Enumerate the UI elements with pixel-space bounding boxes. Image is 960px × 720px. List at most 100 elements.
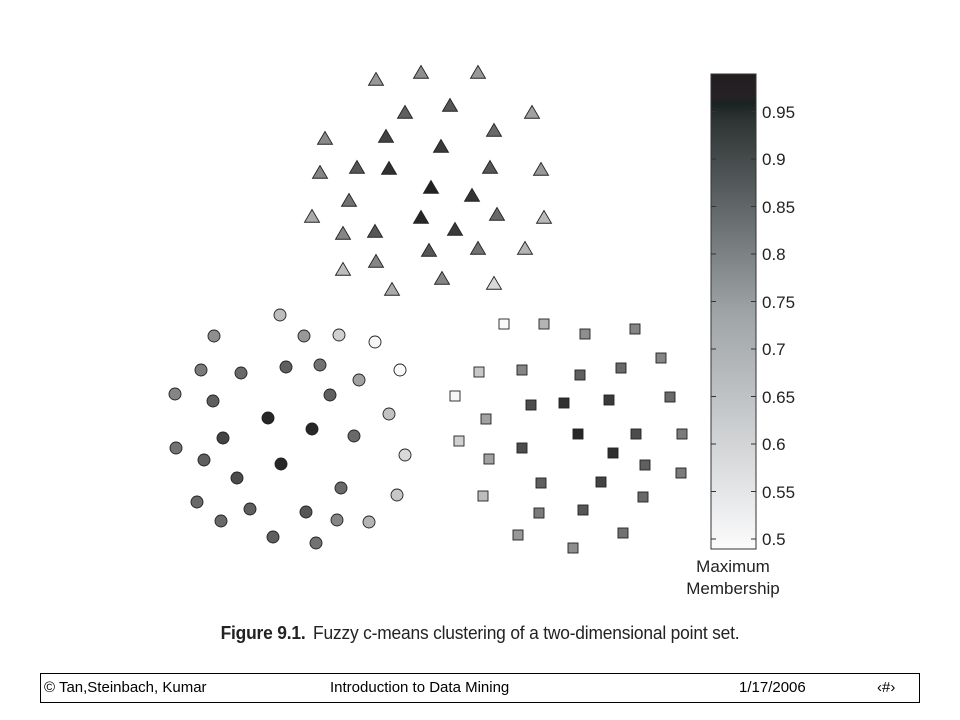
footer-copyright: © Tan,Steinbach, Kumar bbox=[44, 679, 207, 696]
colorbar-tick-label: 0.85 bbox=[762, 197, 796, 217]
circle-point bbox=[330, 513, 344, 527]
circle-point bbox=[334, 481, 348, 495]
colorbar bbox=[710, 73, 757, 550]
square-point bbox=[655, 352, 667, 364]
circle-point bbox=[206, 394, 220, 408]
triangle-point bbox=[316, 130, 334, 145]
circle-point bbox=[273, 308, 287, 322]
triangle-point bbox=[412, 64, 430, 79]
square-point bbox=[525, 399, 537, 411]
square-point bbox=[579, 328, 591, 340]
triangle-point bbox=[380, 160, 398, 175]
colorbar-title-line2: Membership bbox=[686, 579, 780, 598]
square-point bbox=[664, 391, 676, 403]
square-point bbox=[516, 364, 528, 376]
square-point bbox=[535, 477, 547, 489]
circle-point bbox=[194, 363, 208, 377]
triangle-point bbox=[348, 159, 366, 174]
colorbar-tick-label: 0.55 bbox=[762, 482, 796, 502]
square-point bbox=[617, 527, 629, 539]
circle-point bbox=[266, 530, 280, 544]
triangle-point bbox=[469, 64, 487, 79]
triangle-point bbox=[441, 97, 459, 112]
triangle-point bbox=[446, 221, 464, 236]
circle-point bbox=[299, 505, 313, 519]
square-point bbox=[639, 459, 651, 471]
triangle-point bbox=[311, 164, 329, 179]
circle-point bbox=[216, 431, 230, 445]
square-point bbox=[512, 529, 524, 541]
figure-number: Figure 9.1. bbox=[220, 622, 306, 643]
circle-point bbox=[261, 411, 275, 425]
square-point bbox=[607, 447, 619, 459]
square-point bbox=[473, 366, 485, 378]
circle-point bbox=[368, 335, 382, 349]
square-point bbox=[637, 491, 649, 503]
circle-point bbox=[309, 536, 323, 550]
figure-caption: Figure 9.1. Fuzzy c-means clustering of a… bbox=[29, 622, 931, 644]
triangle-point bbox=[303, 208, 321, 223]
circle-point bbox=[390, 488, 404, 502]
triangle-point bbox=[334, 261, 352, 276]
colorbar-tick-label: 0.6 bbox=[762, 435, 786, 454]
square-point bbox=[629, 323, 641, 335]
triangle-point bbox=[488, 206, 506, 221]
triangle-point bbox=[422, 179, 440, 194]
footer-date: 1/17/2006 bbox=[739, 679, 806, 696]
triangle-point bbox=[377, 128, 395, 143]
circle-point bbox=[274, 457, 288, 471]
square-point bbox=[449, 390, 461, 402]
triangle-point bbox=[396, 104, 414, 119]
triangle-point bbox=[412, 209, 430, 224]
circle-point bbox=[230, 471, 244, 485]
triangle-point bbox=[366, 223, 384, 238]
circle-point bbox=[207, 329, 221, 343]
circle-point bbox=[197, 453, 211, 467]
square-point bbox=[577, 504, 589, 516]
triangle-point bbox=[433, 270, 451, 285]
circle-point bbox=[279, 360, 293, 374]
colorbar-tick-label: 0.7 bbox=[762, 340, 786, 359]
triangle-point bbox=[463, 187, 481, 202]
circle-point bbox=[169, 441, 183, 455]
circle-point bbox=[393, 363, 407, 377]
circle-point bbox=[313, 358, 327, 372]
circle-point bbox=[234, 366, 248, 380]
circle-point bbox=[243, 502, 257, 516]
square-point bbox=[615, 362, 627, 374]
circle-point bbox=[323, 388, 337, 402]
triangle-point bbox=[469, 240, 487, 255]
triangle-point bbox=[535, 209, 553, 224]
square-point bbox=[558, 397, 570, 409]
footer-course-title: Introduction to Data Mining bbox=[330, 679, 510, 696]
square-point bbox=[477, 490, 489, 502]
footer-page-number: ‹#› bbox=[877, 679, 896, 696]
square-point bbox=[533, 507, 545, 519]
circle-point bbox=[297, 329, 311, 343]
circle-point bbox=[347, 429, 361, 443]
square-point bbox=[453, 435, 465, 447]
circle-point bbox=[382, 407, 396, 421]
triangle-point bbox=[420, 242, 438, 257]
square-point bbox=[574, 369, 586, 381]
triangle-point bbox=[340, 192, 358, 207]
colorbar-tick-label: 0.75 bbox=[762, 292, 796, 312]
circle-point bbox=[352, 373, 366, 387]
colorbar-tick-label: 0.5 bbox=[762, 530, 786, 549]
colorbar-tick-label: 0.9 bbox=[762, 150, 786, 169]
circle-point bbox=[362, 515, 376, 529]
colorbar-title-line1: Maximum bbox=[696, 557, 770, 576]
circle-point bbox=[190, 495, 204, 509]
square-point bbox=[595, 476, 607, 488]
colorbar-ticks bbox=[711, 111, 756, 540]
triangle-point bbox=[334, 225, 352, 240]
square-point bbox=[567, 542, 579, 554]
colorbar-tick-label: 0.65 bbox=[762, 387, 796, 407]
circle-point bbox=[168, 387, 182, 401]
triangle-point bbox=[367, 253, 385, 268]
circle-point bbox=[332, 328, 346, 342]
figure-caption-text: Fuzzy c-means clustering of a two-dimens… bbox=[313, 622, 740, 643]
triangle-point bbox=[523, 104, 541, 119]
circle-point bbox=[398, 448, 412, 462]
circle-point bbox=[214, 514, 228, 528]
